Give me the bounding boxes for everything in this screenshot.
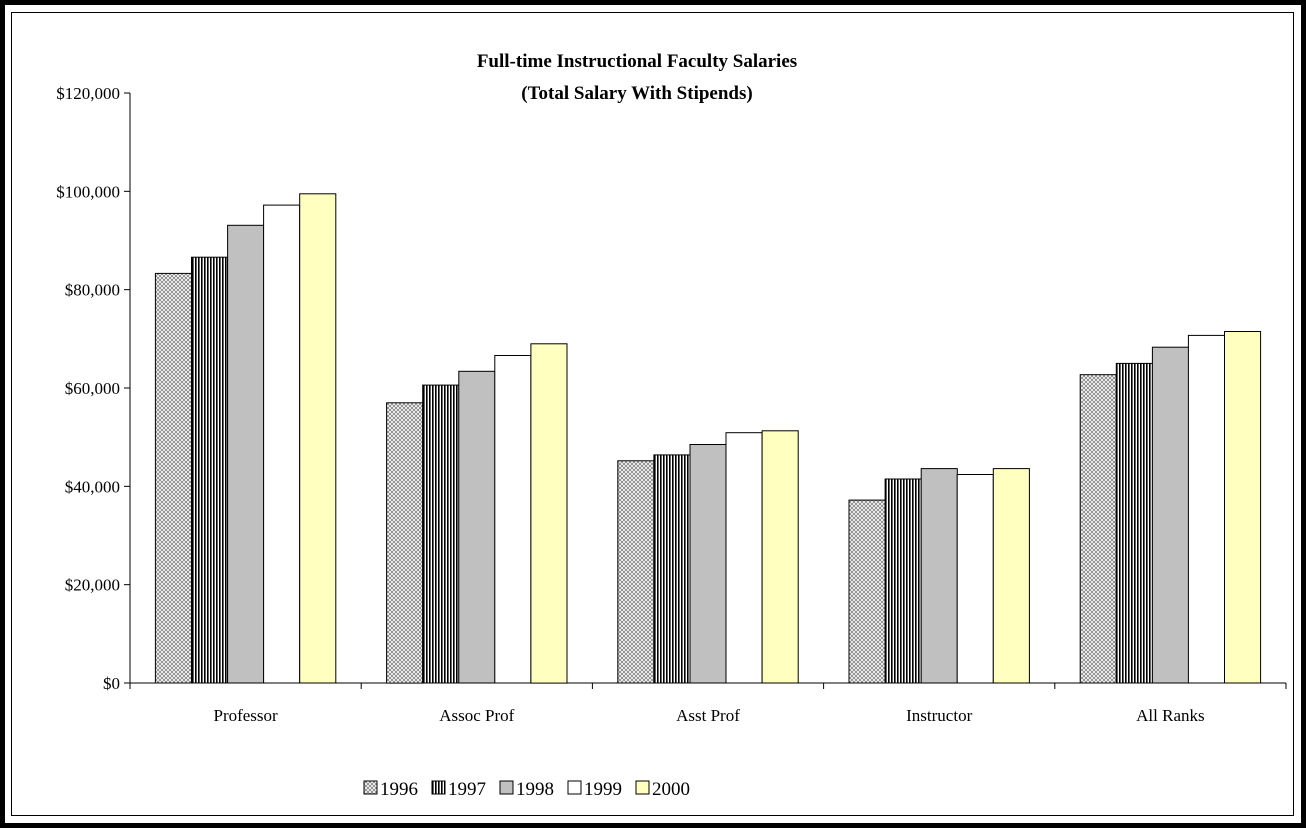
category-label: Professor [213,706,278,725]
bar-1999-assoc-prof [494,355,532,684]
bar-1998-all-ranks [1151,346,1190,684]
legend-swatch-1997 [431,780,446,795]
bar-1998-professor [227,224,265,684]
bar-1997-instructor [884,478,922,684]
legend-label-1999: 1999 [584,779,622,800]
legend: 1996 1997 1998 1999 2000 [363,779,690,800]
bar-1996-all-ranks [1079,374,1117,684]
legend-label-2000: 2000 [652,779,690,800]
category-label: Asst Prof [676,706,740,725]
bar-1997-all-ranks [1115,362,1153,684]
bar-1996-assoc-prof [386,402,424,684]
chart-inner-border [11,12,1294,816]
chart-subtitle: (Total Salary With Stipends) [521,83,752,104]
bar-1999-instructor [956,474,994,684]
y-tick-label: $100,000 [56,182,120,201]
category-label: Instructor [906,706,972,725]
bar-1997-assoc-prof [422,384,460,684]
bar-1996-professor [154,272,192,684]
bar-1998-instructor [920,468,958,684]
y-tick-label: $80,000 [65,281,120,300]
bar-2000-all-ranks [1224,331,1262,684]
y-tick-label: $20,000 [65,576,120,595]
bar-1999-professor [263,204,301,684]
category-label: All Ranks [1136,706,1204,725]
bar-1996-instructor [848,499,886,684]
bar-1999-asst-prof [725,432,763,684]
legend-swatch-1999 [567,780,582,795]
y-axis: $0 $20,000 $40,000 $60,000 $80,000 $100,000 $1… [56,84,131,693]
legend-label-1997: 1997 [448,779,486,800]
bar-2000-asst-prof [761,430,799,684]
bar-1996-asst-prof [617,460,655,684]
bar-1998-assoc-prof [458,370,496,684]
y-tick-label: $0 [103,674,120,693]
bar-1997-professor [191,256,229,684]
bar-1999-all-ranks [1187,334,1226,684]
bar-2000-assoc-prof [530,343,568,684]
bar-2000-instructor [992,468,1030,684]
y-tick-label: $120,000 [56,84,120,103]
category-label: Assoc Prof [439,706,514,725]
legend-swatch-2000 [635,780,650,795]
legend-label-1996: 1996 [380,779,418,800]
legend-swatch-1996 [363,780,378,795]
bar-2000-professor [299,193,337,684]
y-tick-label: $60,000 [65,379,120,398]
legend-swatch-1998 [499,780,514,795]
y-tick-label: $40,000 [65,477,120,496]
chart-title: Full-time Instructional Faculty Salaries [477,51,797,72]
bar-1997-asst-prof [653,454,691,684]
legend-label-1998: 1998 [516,779,554,800]
bars [154,193,1262,684]
bar-1998-asst-prof [689,444,727,684]
x-axis: Professor Assoc Prof Asst Prof Instructor Al… [129,682,1287,725]
